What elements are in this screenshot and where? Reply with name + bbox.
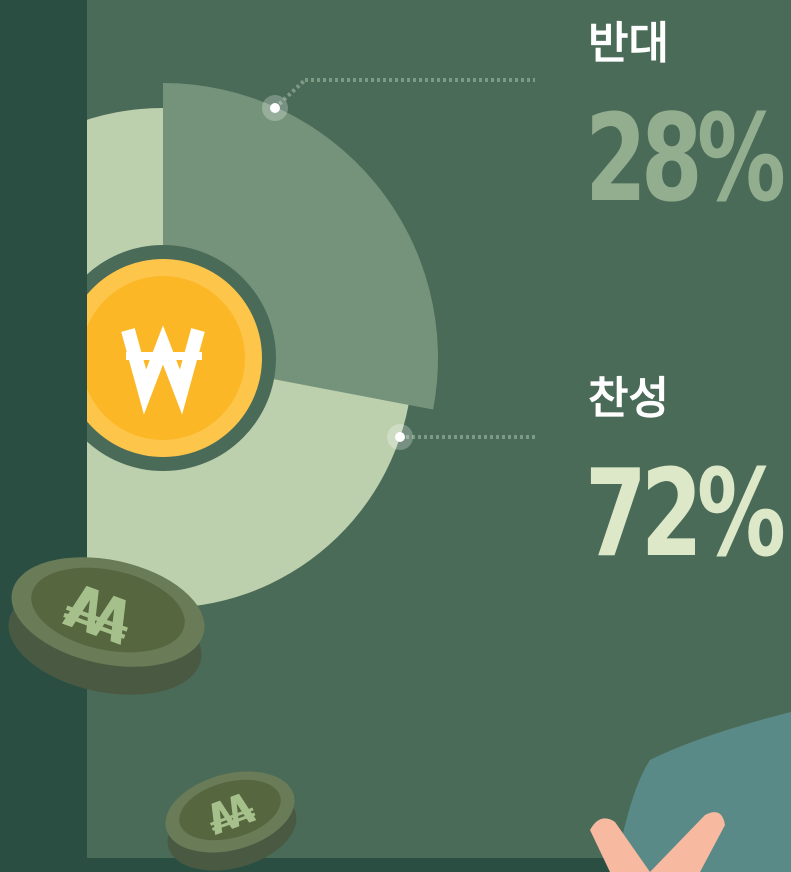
value-label: 28% bbox=[585, 90, 784, 229]
pie-slice bbox=[87, 108, 409, 608]
hand-decoration bbox=[590, 712, 791, 872]
category-label: 반대 bbox=[588, 18, 669, 69]
center-coin bbox=[87, 245, 276, 471]
value-label: 72% bbox=[585, 445, 784, 584]
leader-lines bbox=[262, 78, 535, 450]
coin-decoration: ₩ ₩ bbox=[8, 557, 297, 871]
category-label: 찬성 bbox=[588, 373, 669, 424]
labels: 반대 28% 찬성 72% bbox=[585, 18, 791, 584]
